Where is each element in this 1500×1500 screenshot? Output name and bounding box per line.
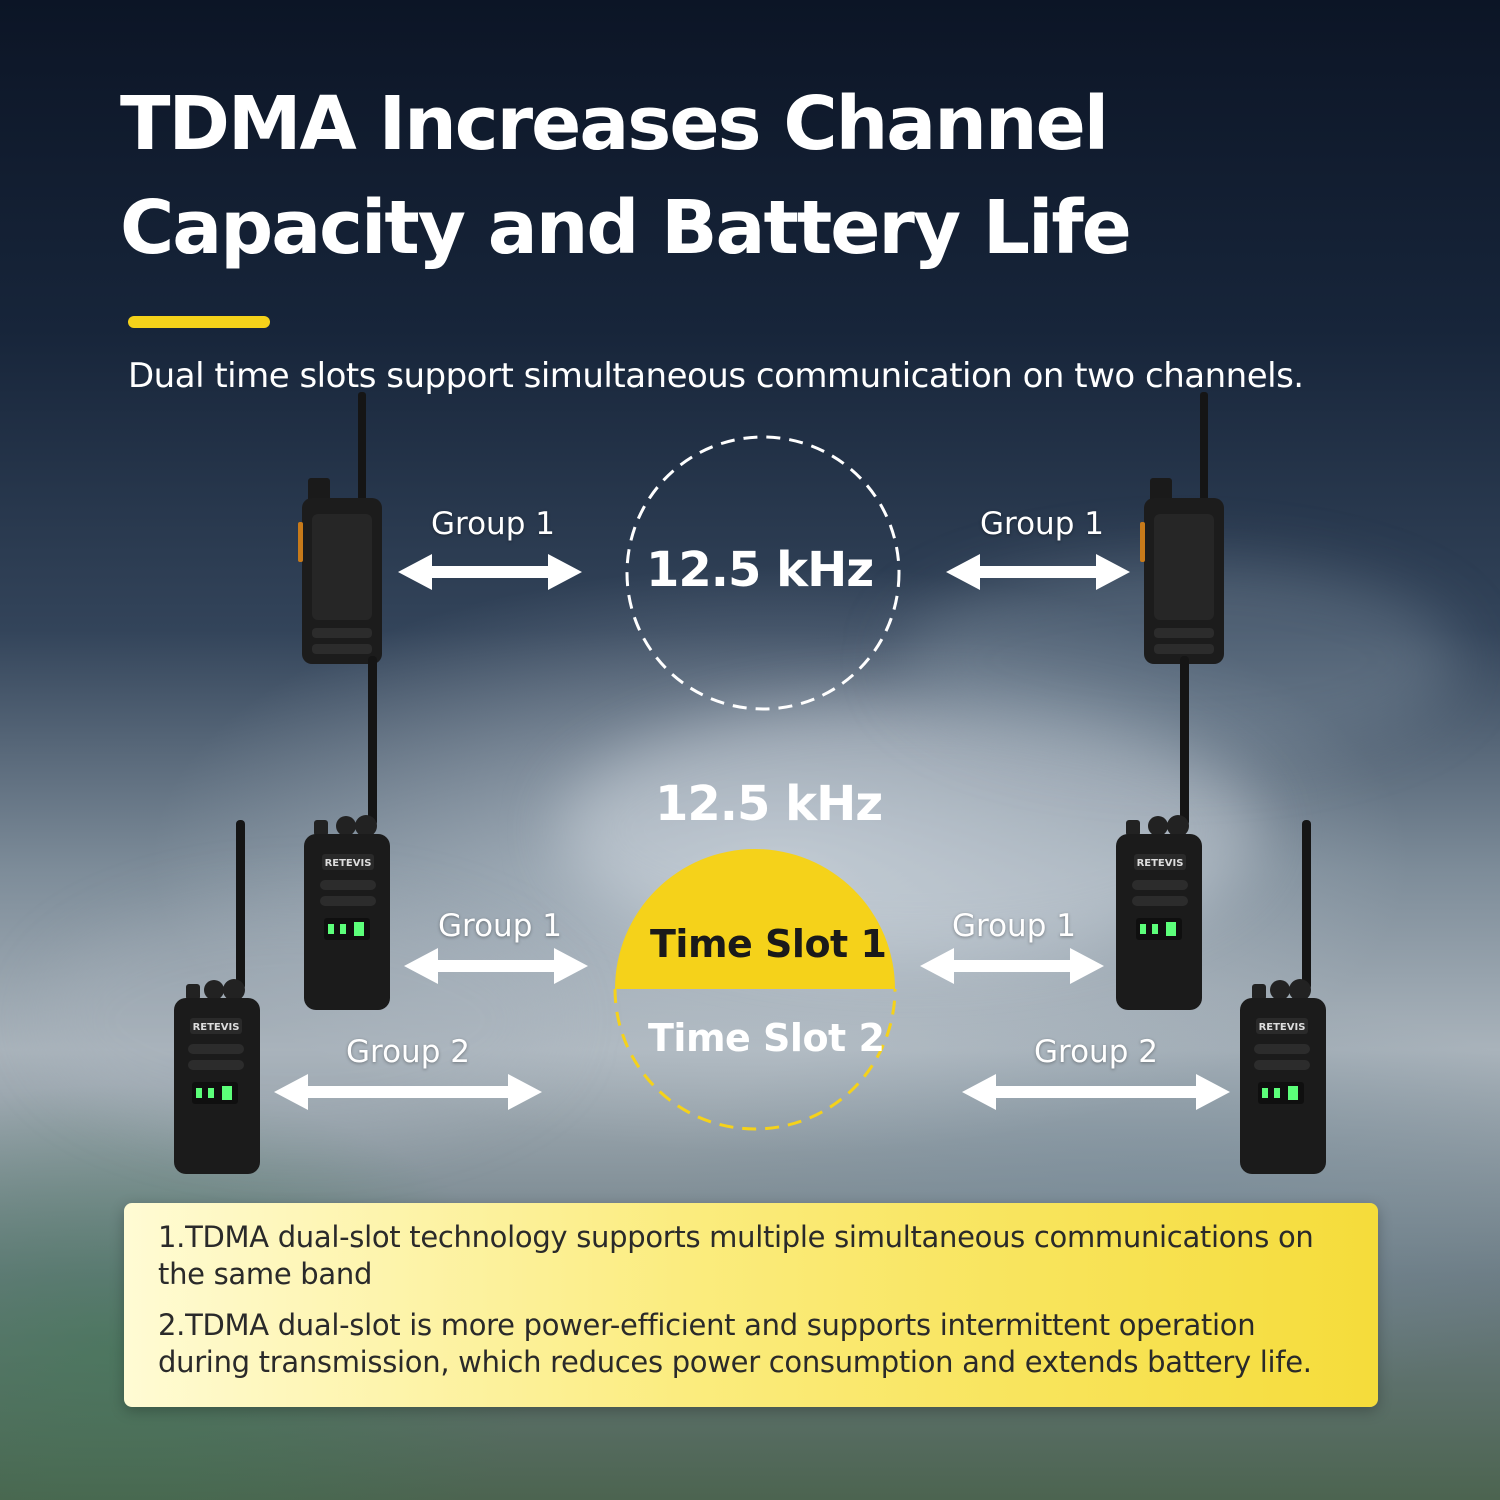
label-tdma-right-group-2: Group 2 (1034, 1034, 1158, 1070)
title-line-1: TDMA Increases Channel (120, 81, 1109, 167)
radio-mid-left: RETEVIS (300, 656, 392, 1010)
time-slot-circle (613, 849, 897, 1131)
radio-brand-text: RETEVIS (193, 1022, 240, 1033)
subtitle: Dual time slots support simultaneous com… (128, 356, 1304, 396)
radio-top-left (298, 392, 388, 664)
dashed-channel-circle (625, 435, 901, 711)
notes-box: 1.TDMA dual-slot technology supports mul… (124, 1203, 1378, 1407)
radio-mid-right: RETEVIS (1112, 656, 1204, 1010)
radio-top-right (1140, 392, 1230, 664)
time-slot-1-label: Time Slot 1 (650, 922, 887, 966)
label-tdma-left-group-2: Group 2 (346, 1034, 470, 1070)
double-arrow (946, 554, 1130, 590)
radio-brand-text: RETEVIS (1137, 858, 1184, 869)
double-arrow (920, 948, 1104, 984)
tdma-frequency-label: 12.5 kHz (655, 776, 883, 832)
double-arrow (404, 948, 588, 984)
note-item: 1.TDMA dual-slot technology supports mul… (158, 1220, 1314, 1291)
label-top-right-group: Group 1 (980, 506, 1104, 542)
double-arrow (962, 1074, 1230, 1110)
title-line-2: Capacity and Battery Life (120, 185, 1132, 271)
radio-bottom-right: RETEVIS (1238, 820, 1330, 1174)
label-tdma-right-group-1: Group 1 (952, 908, 1076, 944)
label-tdma-left-group-1: Group 1 (438, 908, 562, 944)
label-top-left-group: Group 1 (431, 506, 555, 542)
radio-brand-text: RETEVIS (1259, 1022, 1306, 1033)
radio-brand-text: RETEVIS (325, 858, 372, 869)
page-title: TDMA Increases Channel Capacity and Batt… (120, 72, 1320, 280)
accent-bar (128, 316, 270, 328)
double-arrow (398, 554, 582, 590)
radio-bottom-left: RETEVIS (172, 820, 264, 1174)
double-arrow (274, 1074, 542, 1110)
analog-frequency-label: 12.5 kHz (646, 542, 874, 598)
note-item: 2.TDMA dual-slot is more power-efficient… (158, 1308, 1312, 1379)
time-slot-2-label: Time Slot 2 (648, 1016, 885, 1060)
